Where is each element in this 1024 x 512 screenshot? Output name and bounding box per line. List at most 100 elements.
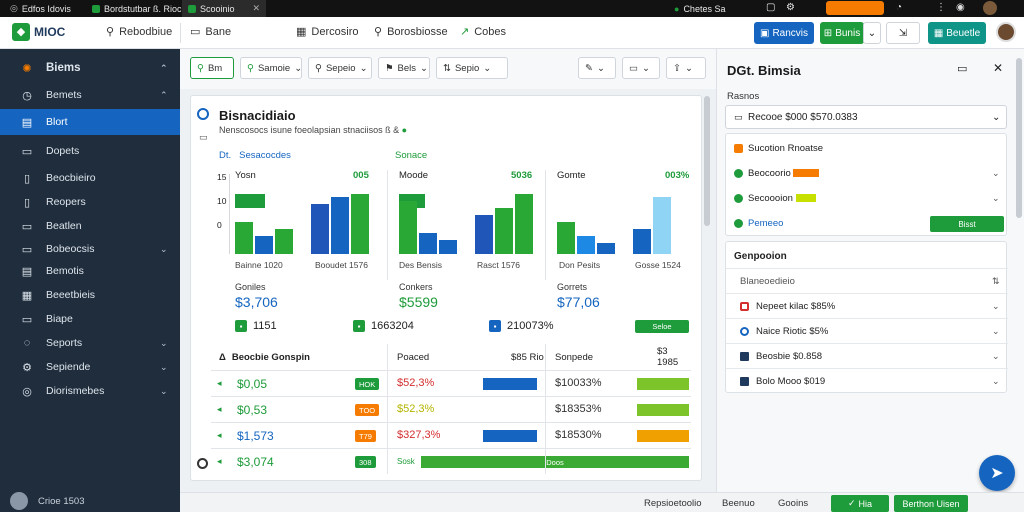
kpi-4[interactable]: Seloe <box>635 320 689 333</box>
table-header[interactable]: Δ Beocbie Gonspin <box>219 344 310 370</box>
chart-bar[interactable] <box>399 201 417 254</box>
nav-item-4[interactable]: ⚲ Borosbiosse <box>374 25 448 39</box>
option-item[interactable]: Pemeeo Bisst <box>726 211 1008 236</box>
list-item[interactable]: Beosbie $0.858 ⌄ <box>726 343 1008 368</box>
option-item[interactable]: Secoooion ⌄ <box>726 186 1008 211</box>
chevron-down-icon[interactable]: ⌄ <box>160 361 168 372</box>
table-row[interactable]: ◂ $1,573 T79 $327,3% $18530% <box>211 422 691 448</box>
toolbar-icon-button-2[interactable]: ▭ ⌄ <box>622 57 660 79</box>
close-icon[interactable]: ✕ <box>993 61 1004 75</box>
toolbar-button-5[interactable]: ⇅ Sepio ⌄ <box>436 57 508 79</box>
refresh-icon[interactable] <box>197 458 208 469</box>
chart-bar[interactable] <box>653 197 671 254</box>
primary-button[interactable]: ▣ Rancvis <box>754 22 814 44</box>
kpi-3[interactable]: ▪ 210073% <box>489 320 554 332</box>
kpi-1[interactable]: ▪ 1151 <box>235 320 277 332</box>
document-icon[interactable]: ▭ <box>957 63 968 75</box>
table-header-cell[interactable]: Poaced <box>397 351 430 363</box>
toolbar-icon-button-1[interactable]: ✎ ⌄ <box>578 57 616 79</box>
nav-item-5[interactable]: ↗ Cobes <box>460 25 506 39</box>
profile-avatar-small[interactable] <box>983 1 997 15</box>
sidebar-item-3[interactable]: ▭ Dopets <box>0 139 180 163</box>
table-row[interactable]: ◂ $3,074 308 Sosk Doos <box>211 448 691 474</box>
teal-button[interactable]: ▦ Beuetle <box>928 22 986 44</box>
toolbar-button-3[interactable]: ⚲ Sepeio ⌄ <box>308 57 372 79</box>
chart-bar[interactable] <box>235 222 253 254</box>
chevron-up-icon[interactable]: ⌃ <box>160 62 168 73</box>
chart-bar[interactable] <box>515 194 533 254</box>
sidebar-item-12[interactable]: ⚙ Sepiende ⌄ <box>0 355 180 379</box>
list-item[interactable]: Naice Riotic $5% ⌄ <box>726 318 1008 343</box>
chart-bar[interactable] <box>495 208 513 254</box>
os-tab-3[interactable]: Scooinio ✕ <box>182 0 266 17</box>
list-item[interactable]: Bolo Mooo $019 ⌄ <box>726 368 1008 393</box>
scrollbar[interactable] <box>1016 58 1022 218</box>
os-tab-2[interactable]: Bordstutbar ß. Riock <box>86 0 192 17</box>
bell-icon[interactable]: ◔ <box>896 2 903 13</box>
chart-bar[interactable] <box>255 236 273 254</box>
chart-bar[interactable] <box>351 194 369 254</box>
chart-bar[interactable] <box>475 215 493 254</box>
apply-button[interactable]: Bisst <box>930 216 1004 232</box>
table-row[interactable]: ◂ $0,53 TOO $52,3% $18353% <box>211 396 691 422</box>
bookmark-icon[interactable]: ▭ <box>199 132 208 142</box>
chart-bar[interactable] <box>577 236 595 254</box>
sidebar-item-6[interactable]: ▭ Beatlen <box>0 214 180 238</box>
chart-bar[interactable] <box>275 229 293 254</box>
sidebar-item-10[interactable]: ▭ Biape <box>0 307 180 331</box>
sidebar-item-5[interactable]: ▯ Reopers <box>0 190 180 214</box>
nav-item-3[interactable]: ▦ Dercosiro <box>296 25 358 39</box>
nav-item-1[interactable]: ⚲ Rebodbiue <box>106 25 172 39</box>
notification-icon[interactable]: ▢ <box>766 2 776 13</box>
toolbar-button-2[interactable]: ⚲ Samoie ⌄ <box>240 57 302 79</box>
avatar[interactable] <box>996 22 1016 42</box>
table-header-cell[interactable]: $85 Rio <box>511 351 544 363</box>
sidebar-item-7[interactable]: ▭ Bobeocsis ⌄ <box>0 237 180 261</box>
table-header-cell[interactable]: Sonpede <box>555 351 594 363</box>
settings-icon[interactable]: ⚙ <box>786 2 795 13</box>
fab-button[interactable]: ➤ <box>979 455 1015 491</box>
chart-bar[interactable] <box>597 243 615 254</box>
chevron-down-icon[interactable]: ⌄ <box>160 385 168 396</box>
chevron-down-icon[interactable]: ⌄ <box>863 22 881 44</box>
export-button[interactable]: ⇲ <box>886 22 920 44</box>
option-item[interactable]: Sucotion Rnoatse <box>726 136 1008 161</box>
upgrade-chip[interactable] <box>826 1 884 15</box>
status-button-1[interactable]: ✓ Hia <box>831 495 889 512</box>
chevron-up-icon[interactable]: ⌃ <box>160 89 168 100</box>
toolbar-button-1[interactable]: ⚲ Bm <box>190 57 234 79</box>
toolbar-icon-button-3[interactable]: ⇪ ⌄ <box>666 57 706 79</box>
range-select[interactable]: ▭ Recooe $000 $570.0383 ⌄ <box>725 105 1007 129</box>
sidebar-item-0[interactable]: ✺ Biems ⌃ <box>0 56 180 80</box>
sidebar-item-2[interactable]: ▤ Blort <box>0 109 180 135</box>
sidebar-footer[interactable]: Crioe 1503 <box>0 490 180 512</box>
sidebar-item-11[interactable]: ◌ Seports ⌄ <box>0 331 180 355</box>
chart-bar[interactable] <box>633 229 651 254</box>
app-logo[interactable]: ◆ MIOC <box>12 23 65 41</box>
chart-bar[interactable] <box>439 240 457 254</box>
sidebar-item-1[interactable]: ◷ Bemets ⌃ <box>0 83 180 107</box>
chevron-down-icon[interactable]: ⌄ <box>160 337 168 348</box>
os-tab-1[interactable]: ◎ Edfos Idovis <box>4 0 77 17</box>
sidebar-item-4[interactable]: ▯ Beocbieiro <box>0 166 180 190</box>
info-icon[interactable] <box>197 108 209 120</box>
table-header-cell[interactable]: $3 1985 <box>657 346 679 368</box>
chart-bar[interactable] <box>331 197 349 254</box>
scrollbar[interactable] <box>704 96 710 226</box>
sidebar-item-9[interactable]: ▦ Beeetbieis <box>0 283 180 307</box>
sidebar-item-8[interactable]: ▤ Bemotis <box>0 259 180 283</box>
toolbar-button-4[interactable]: ⚑ Bels ⌄ <box>378 57 430 79</box>
close-icon[interactable]: ✕ <box>252 3 260 13</box>
nav-item-2[interactable]: ▭ Bane <box>190 25 231 39</box>
chart-bar[interactable] <box>311 204 329 254</box>
chart-bar[interactable] <box>419 233 437 254</box>
kpi-2[interactable]: ▪ 1663204 <box>353 320 414 332</box>
chevron-down-icon[interactable]: ⌄ <box>160 243 168 254</box>
table-row[interactable]: ◂ $0,05 HOK $52,3% $10033% <box>211 370 691 396</box>
option-item[interactable]: Beocoorio ⌄ <box>726 161 1008 186</box>
user-icon[interactable]: ◉ <box>956 2 965 13</box>
menu-icon[interactable]: ⋮ <box>936 2 946 13</box>
sort-icon[interactable]: ⇅ <box>992 275 1000 286</box>
sidebar-item-13[interactable]: ◎ Diorismebes ⌄ <box>0 379 180 403</box>
chart-bar[interactable] <box>557 222 575 254</box>
